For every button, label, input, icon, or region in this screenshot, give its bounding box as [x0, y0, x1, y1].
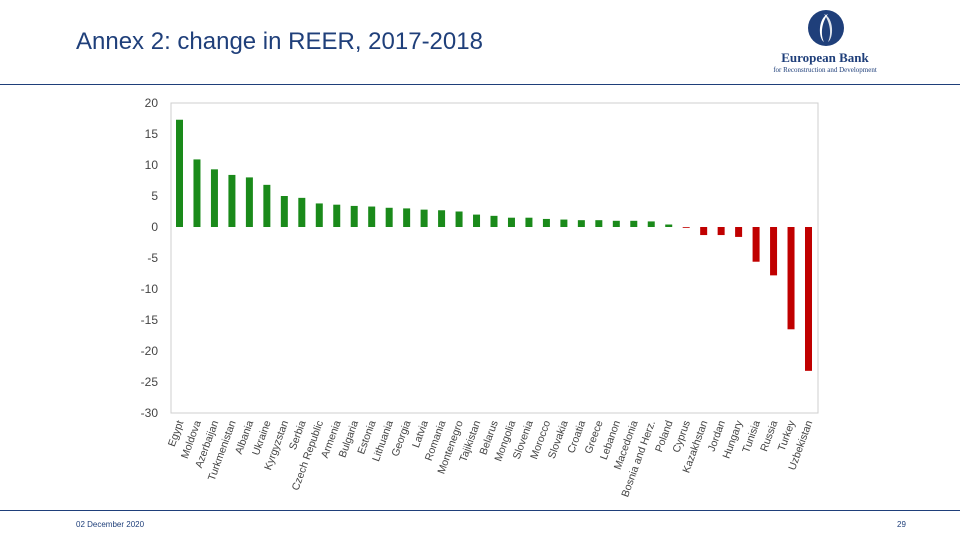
ebrd-logo: European Bank for Reconstruction and Dev…	[760, 8, 890, 78]
bar-egypt	[176, 119, 183, 227]
bar-morocco	[542, 218, 550, 227]
bar-croatia	[577, 220, 585, 227]
bar-greece	[595, 220, 603, 227]
y-tick-label: -30	[141, 406, 159, 420]
y-tick-label: 0	[151, 220, 158, 234]
bar-belarus	[490, 215, 498, 227]
footer-date: 02 December 2020	[76, 520, 145, 529]
bar-russia	[770, 227, 778, 276]
y-tick-label: 5	[151, 189, 158, 203]
bar-georgia	[403, 208, 411, 227]
bar-azerbaijan	[210, 169, 218, 227]
bar-bosnia-and-herz	[647, 221, 655, 227]
bar-serbia	[298, 197, 306, 227]
bar-montenegro	[455, 211, 463, 227]
slide-title: Annex 2: change in REER, 2017-2018	[76, 28, 483, 55]
x-axis: EgyptMoldovaAzerbaijanTurkmenistanAlbani…	[166, 418, 816, 498]
bar-moldova	[193, 159, 201, 227]
bar-ukraine	[263, 184, 271, 227]
bar-turkey	[787, 227, 795, 330]
y-tick-label: -5	[147, 251, 158, 265]
bar-mongolia	[507, 217, 515, 227]
header-divider	[0, 84, 960, 85]
bar-czech-republic	[315, 203, 323, 227]
y-tick-label: -20	[141, 344, 159, 358]
ebrd-emblem-icon	[808, 10, 844, 46]
page-number: 29	[897, 520, 906, 529]
bar-lithuania	[385, 207, 393, 227]
plot-frame	[170, 102, 819, 414]
bar-uzbekistan	[805, 227, 812, 371]
bar-kazakhstan	[700, 227, 708, 236]
bar-hungary	[735, 227, 743, 237]
bar-cyprus	[682, 227, 690, 228]
y-tick-label: 15	[145, 127, 159, 141]
y-axis: 20 15 10 5 0 -5 -10 -15 -20 -25 -30	[141, 96, 159, 420]
bar-kyrgyzstan	[280, 196, 288, 227]
y-tick-label: -10	[141, 282, 159, 296]
bar-albania	[245, 177, 253, 227]
bar-latvia	[420, 209, 428, 227]
bar-estonia	[368, 206, 376, 227]
bar-turkmenistan	[228, 174, 236, 227]
bar-tajikistan	[473, 214, 481, 227]
y-tick-label: -25	[141, 375, 159, 389]
footer-divider	[0, 510, 960, 511]
bar-macedonia	[630, 220, 638, 227]
bar-bulgaria	[350, 205, 358, 227]
bar-poland	[665, 224, 673, 227]
y-tick-label: -15	[141, 313, 159, 327]
bar-armenia	[333, 204, 341, 227]
bar-slovenia	[525, 217, 533, 227]
bar-romania	[438, 210, 446, 227]
bar-tunisia	[752, 227, 760, 262]
y-tick-label: 10	[145, 158, 159, 172]
logo-name: European Bank	[781, 50, 869, 65]
bar-lebanon	[612, 220, 620, 227]
bars-group	[176, 119, 812, 371]
bar-jordan	[717, 227, 725, 236]
bar-slovakia	[560, 219, 568, 227]
logo-subtitle: for Reconstruction and Development	[773, 66, 877, 74]
y-tick-label: 20	[145, 96, 159, 110]
